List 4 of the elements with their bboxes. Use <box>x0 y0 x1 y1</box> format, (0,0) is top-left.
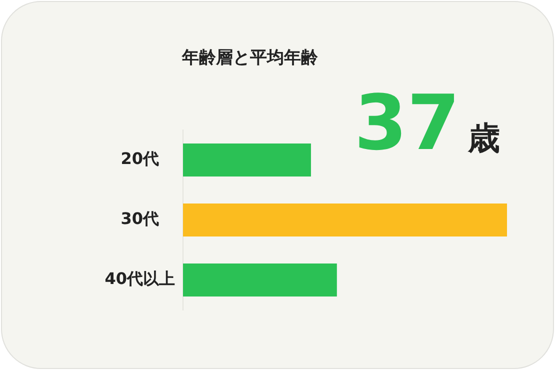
y-tick-label: 20代 <box>120 149 159 168</box>
y-tick-label: 30代 <box>120 209 159 228</box>
chart-title: 年齢層と平均年齢 <box>180 47 319 69</box>
y-tick-label: 40代以上 <box>104 269 175 288</box>
